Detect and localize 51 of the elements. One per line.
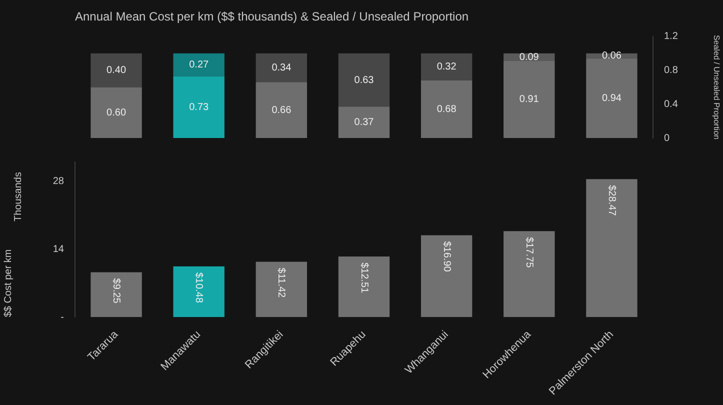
data-label: 0.63 (354, 74, 374, 86)
bar (256, 262, 308, 318)
data-label: 0.40 (106, 65, 126, 76)
bar (173, 53, 224, 76)
y-tick-label: 0 (664, 132, 670, 144)
bar (586, 179, 638, 318)
bar (256, 53, 308, 82)
bar (504, 60, 555, 138)
bar (90, 53, 142, 88)
data-label: 0.27 (189, 60, 210, 71)
y-tick-label: 28 (52, 176, 64, 188)
y-tick-label: 1.2 (664, 31, 678, 42)
data-label: 0.94 (602, 92, 622, 104)
bar (90, 272, 142, 318)
data-label: 0.37 (354, 117, 374, 128)
bar (173, 76, 224, 138)
data-label: $28.47 (606, 185, 617, 216)
bar (338, 256, 390, 318)
data-label: $16.90 (440, 241, 452, 272)
data-label: $12.51 (358, 262, 370, 294)
data-label: $10.48 (193, 272, 204, 304)
data-label: 0.60 (106, 107, 126, 118)
bar (420, 53, 472, 80)
y-tick-label: 14 (52, 244, 64, 256)
data-label: 0.91 (519, 94, 540, 106)
y-axis-title: $$ Cost per km (2, 249, 14, 318)
bar (420, 235, 472, 318)
bar (173, 266, 224, 318)
y-tick-label: 0.4 (664, 98, 678, 110)
bar (420, 80, 472, 138)
bar (338, 106, 390, 138)
y-tick-label: - (60, 312, 64, 323)
data-label: $9.25 (110, 278, 122, 304)
bar (90, 87, 142, 138)
data-label: $11.42 (276, 268, 287, 298)
bar (586, 58, 638, 138)
data-label: 0.66 (272, 104, 292, 116)
data-label: 0.06 (602, 50, 622, 62)
data-label: 0.34 (272, 62, 292, 74)
bar (504, 231, 555, 318)
data-label: 0.68 (436, 104, 457, 115)
text: Thousands (12, 172, 24, 222)
bar (256, 82, 308, 138)
data-label: 0.32 (436, 62, 457, 73)
bar (338, 53, 390, 107)
data-label: 0.73 (189, 102, 210, 113)
y-axis-title: Sealed / Unsealed Proportion (712, 34, 721, 140)
y-tick-label: 0.8 (664, 65, 678, 76)
data-label: $17.75 (523, 237, 534, 268)
chart-title: Annual Mean Cost per km ($$ thousands) & Sealed / Unsealed Proportion (75, 10, 469, 24)
data-label: 0.09 (519, 52, 540, 63)
